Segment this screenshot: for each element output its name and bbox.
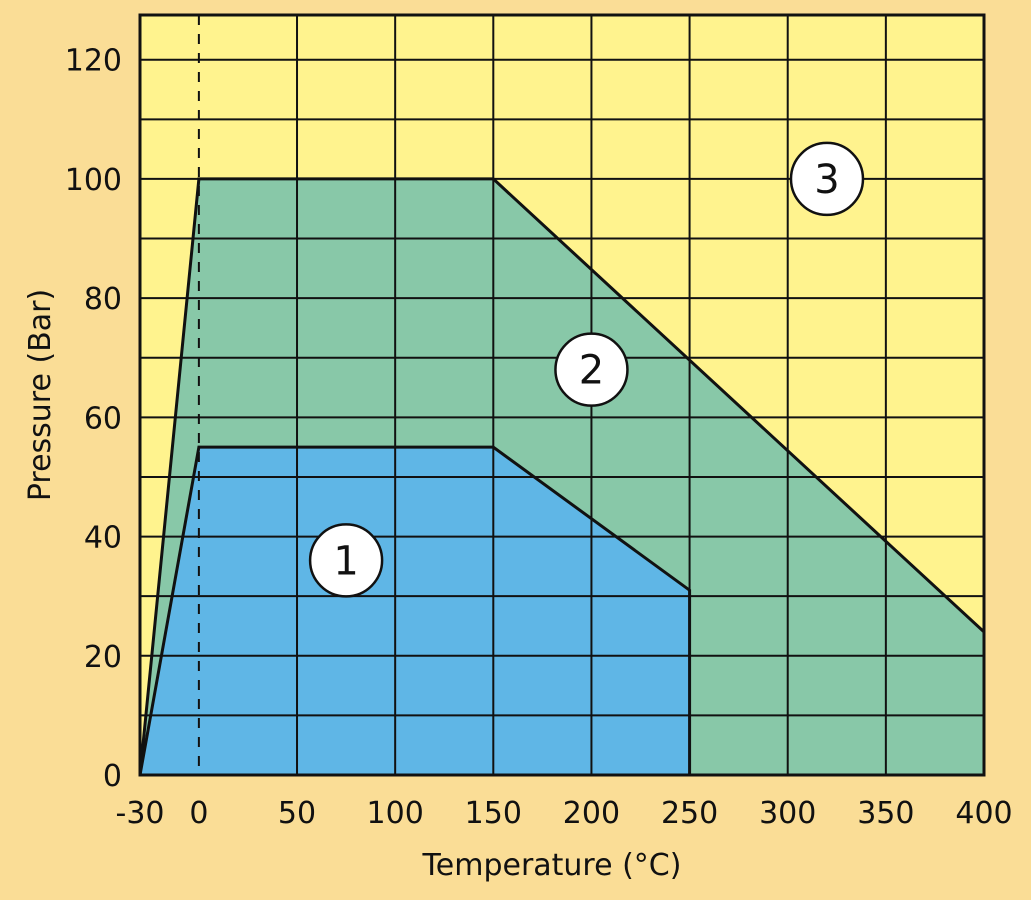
x-tick-label: 0 <box>189 796 208 831</box>
y-tick-label: 120 <box>65 44 122 79</box>
plot-frame <box>138 13 986 777</box>
y-tick-label: 60 <box>84 401 122 436</box>
x-tick-label: 250 <box>661 796 718 831</box>
x-tick-label: -30 <box>116 796 165 831</box>
region-1-label: 1 <box>333 538 358 584</box>
region-3-label: 3 <box>814 157 839 203</box>
region-1-area <box>140 447 690 775</box>
region-2-label: 2 <box>579 348 604 394</box>
x-tick-label: 300 <box>759 796 816 831</box>
region-3-marker-circle <box>789 141 865 217</box>
y-tick-label: 100 <box>65 163 122 198</box>
y-tick-label: 40 <box>84 521 122 556</box>
y-tick-label: 20 <box>84 640 122 675</box>
x-tick-label: 400 <box>955 796 1012 831</box>
x-tick-label: 150 <box>465 796 522 831</box>
region-1-boundary <box>138 445 692 776</box>
y-axis-label: Pressure (Bar) <box>23 289 58 501</box>
region-2-marker-circle <box>554 332 629 407</box>
x-tick-label: 50 <box>278 796 316 831</box>
x-axis-label: Temperature (°C) <box>422 848 682 883</box>
x-tick-label: 100 <box>367 796 424 831</box>
region-1-marker-circle <box>308 523 384 598</box>
x-tick-label: 350 <box>857 796 914 831</box>
x-tick-label: 200 <box>563 796 620 831</box>
y-tick-label: 0 <box>103 759 122 794</box>
y-tick-label: 80 <box>84 282 122 317</box>
